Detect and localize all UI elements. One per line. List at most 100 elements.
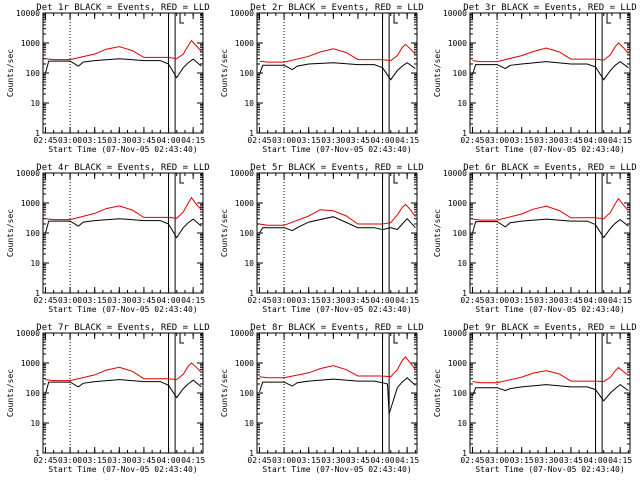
- x-tick-label: 03:45: [132, 456, 156, 465]
- y-tick-label: 100: [240, 69, 255, 78]
- plot-frame: [256, 12, 418, 134]
- y-axis-label: Counts/sec: [433, 369, 442, 417]
- events-series-line: [472, 218, 629, 239]
- y-axis-label: Counts/sec: [6, 209, 15, 257]
- y-tick-label: 1000: [21, 199, 40, 208]
- x-tick-label: 02:45: [460, 296, 484, 305]
- y-tick-label: 100: [26, 69, 41, 78]
- plot-title: Det 2r BLACK = Events, RED = LLD: [250, 3, 423, 13]
- x-tick-label: 03:00: [58, 136, 82, 145]
- x-tick-label: 03:15: [510, 456, 534, 465]
- plot-frame: [42, 332, 204, 454]
- y-tick-label: 10000: [230, 9, 254, 18]
- x-tick-label: 04:15: [608, 296, 632, 305]
- x-tick-label: 04:00: [156, 296, 180, 305]
- y-tick-label: 1000: [235, 359, 254, 368]
- bracket-marker: [606, 13, 612, 24]
- detector-plot: Det 6r BLACK = Events, RED = LLD 1 10 100 10…: [433, 163, 637, 314]
- plot-frame: [469, 172, 631, 294]
- y-axis-label: Counts/sec: [6, 49, 15, 97]
- y-tick-label: 1000: [21, 39, 40, 48]
- y-tick-label: 1: [249, 289, 254, 298]
- y-tick-label: 100: [453, 389, 468, 398]
- y-tick-label: 100: [453, 69, 468, 78]
- x-tick-label: 03:30: [534, 136, 558, 145]
- x-tick-label: 03:15: [510, 296, 534, 305]
- detector-plot: Det 5r BLACK = Events, RED = LLD 1 10 100 10…: [220, 163, 424, 314]
- y-tick-label: 10: [457, 99, 467, 108]
- x-tick-label: 02:45: [33, 456, 57, 465]
- x-tick-label: 04:15: [181, 456, 205, 465]
- plot-frame: [42, 172, 204, 294]
- plot-title: Det 5r BLACK = Events, RED = LLD: [250, 163, 423, 173]
- x-axis-label: Start Time (07-Nov-05 02:43:40): [262, 305, 411, 314]
- x-tick-label: 04:00: [370, 136, 394, 145]
- x-tick-label: 03:15: [510, 136, 534, 145]
- plot-title: Det 7r BLACK = Events, RED = LLD: [36, 323, 209, 333]
- lld-series-line: [259, 43, 416, 63]
- y-tick-label: 10: [30, 99, 40, 108]
- y-tick-label: 1: [249, 129, 254, 138]
- y-tick-label: 100: [240, 229, 255, 238]
- plot-title: Det 3r BLACK = Events, RED = LLD: [463, 3, 636, 13]
- events-series-line: [45, 218, 202, 239]
- x-tick-label: 03:45: [559, 136, 583, 145]
- x-tick-label: 04:15: [395, 456, 419, 465]
- events-series-line: [259, 216, 416, 234]
- x-tick-label: 02:45: [460, 456, 484, 465]
- lld-series-line: [472, 197, 629, 221]
- y-tick-label: 10000: [443, 169, 467, 178]
- detector-plot: Det 8r BLACK = Events, RED = LLD 1 10 100 10…: [220, 323, 424, 474]
- lld-series-line: [45, 196, 202, 221]
- y-axis-label: Counts/sec: [6, 369, 15, 417]
- detector-plot: Det 1r BLACK = Events, RED = LLD 1 10 100 10…: [6, 3, 210, 154]
- events-series-line: [259, 62, 416, 81]
- y-tick-label: 10000: [230, 169, 254, 178]
- events-series-line: [472, 60, 629, 81]
- x-tick-label: 03:00: [485, 136, 509, 145]
- x-tick-label: 03:45: [559, 456, 583, 465]
- x-tick-label: 03:30: [107, 456, 131, 465]
- x-tick-label: 03:15: [297, 136, 321, 145]
- x-tick-label: 03:30: [321, 296, 345, 305]
- x-tick-label: 03:45: [132, 136, 156, 145]
- x-tick-label: 03:45: [346, 136, 370, 145]
- y-tick-label: 100: [26, 389, 41, 398]
- x-tick-label: 03:30: [321, 456, 345, 465]
- y-tick-label: 10000: [16, 329, 40, 338]
- bracket-marker: [606, 173, 612, 184]
- bracket-marker: [393, 333, 399, 344]
- y-tick-label: 10: [30, 259, 40, 268]
- bracket-marker: [179, 333, 185, 344]
- x-tick-label: 04:15: [608, 456, 632, 465]
- x-axis-label: Start Time (07-Nov-05 02:43:40): [475, 305, 624, 314]
- x-axis-label: Start Time (07-Nov-05 02:43:40): [475, 145, 624, 154]
- plot-title: Det 6r BLACK = Events, RED = LLD: [463, 163, 636, 173]
- x-tick-label: 04:00: [156, 136, 180, 145]
- x-tick-label: 03:30: [107, 136, 131, 145]
- plot-frame: [256, 172, 418, 294]
- x-tick-label: 03:45: [132, 296, 156, 305]
- plot-title: Det 1r BLACK = Events, RED = LLD: [36, 3, 209, 13]
- x-axis-label: Start Time (07-Nov-05 02:43:40): [262, 465, 411, 474]
- events-series-line: [259, 377, 416, 415]
- y-tick-label: 10000: [16, 9, 40, 18]
- plot-frame: [469, 332, 631, 454]
- y-tick-label: 1: [462, 289, 467, 298]
- x-tick-label: 04:00: [583, 136, 607, 145]
- x-axis-label: Start Time (07-Nov-05 02:43:40): [48, 145, 197, 154]
- y-tick-label: 1000: [448, 199, 467, 208]
- x-tick-label: 03:00: [58, 456, 82, 465]
- x-tick-label: 02:45: [247, 296, 271, 305]
- bracket-marker: [393, 13, 399, 24]
- x-tick-label: 03:30: [534, 296, 558, 305]
- events-series-line: [45, 58, 202, 79]
- x-tick-label: 04:15: [395, 296, 419, 305]
- y-tick-label: 100: [240, 389, 255, 398]
- bracket-marker: [606, 333, 612, 344]
- x-tick-label: 03:00: [272, 456, 296, 465]
- y-tick-label: 1000: [235, 199, 254, 208]
- lld-series-line: [259, 356, 416, 379]
- x-tick-label: 03:15: [297, 456, 321, 465]
